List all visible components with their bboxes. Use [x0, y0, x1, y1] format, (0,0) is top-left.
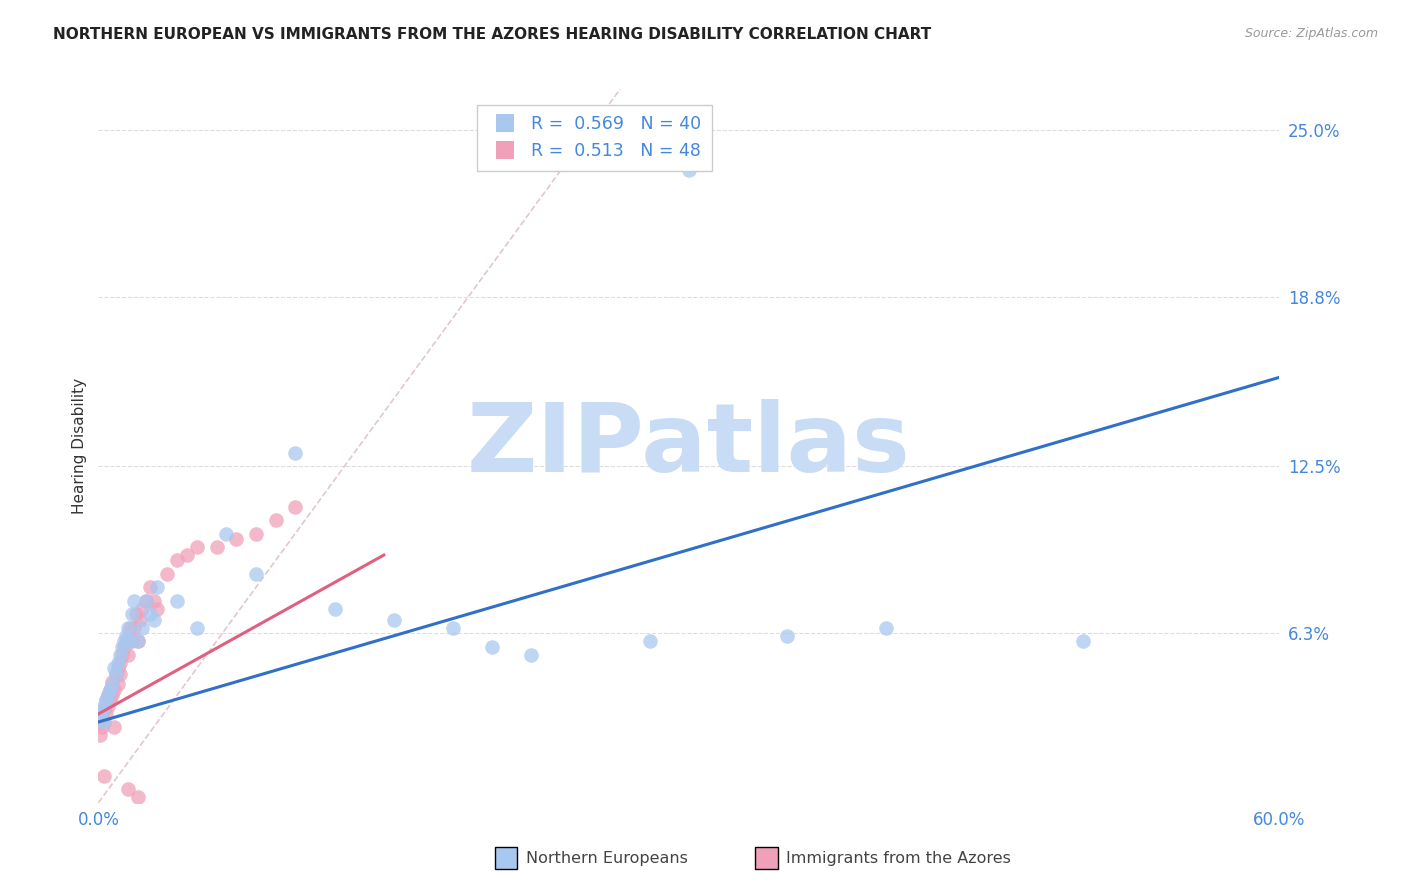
Point: [101, 688, 124, 702]
Point: [156, 566, 179, 581]
Point: [284, 500, 307, 514]
Point: [117, 648, 139, 662]
Point: [382, 613, 405, 627]
Point: [101, 674, 124, 689]
Point: [101, 677, 124, 691]
Point: [97, 698, 120, 713]
Point: [96, 693, 118, 707]
Point: [323, 602, 346, 616]
Point: [135, 594, 157, 608]
Point: [108, 648, 131, 662]
Point: [441, 621, 464, 635]
Legend: R =  0.569   N = 40, R =  0.513   N = 48: R = 0.569 N = 40, R = 0.513 N = 48: [477, 105, 711, 170]
Point: [112, 634, 135, 648]
Point: [215, 526, 238, 541]
Point: [105, 666, 128, 681]
Point: [93, 714, 115, 729]
Point: [176, 548, 198, 562]
Point: [135, 594, 157, 608]
Point: [638, 634, 661, 648]
Point: [264, 513, 287, 527]
Point: [103, 661, 125, 675]
Point: [284, 446, 307, 460]
Point: [93, 698, 115, 713]
Point: [146, 580, 169, 594]
Point: [121, 634, 143, 648]
Point: [91, 704, 114, 718]
Point: [875, 621, 897, 635]
Point: [205, 540, 228, 554]
Point: [118, 634, 141, 648]
Point: [146, 602, 169, 616]
Point: [138, 580, 160, 594]
Point: [122, 621, 145, 635]
Point: [91, 720, 114, 734]
Point: [678, 163, 700, 178]
Point: [245, 566, 267, 581]
Point: [107, 661, 129, 675]
Point: [127, 790, 149, 805]
Point: [142, 594, 165, 608]
Point: [93, 701, 115, 715]
Point: [89, 729, 111, 743]
Point: [131, 621, 153, 635]
Point: [186, 540, 208, 554]
Point: [112, 640, 135, 654]
Point: [131, 602, 153, 616]
Point: [97, 688, 120, 702]
Point: [520, 648, 543, 662]
Point: [105, 666, 128, 681]
Point: [128, 613, 150, 627]
Point: [93, 714, 115, 729]
Point: [1071, 634, 1094, 648]
Point: [245, 526, 267, 541]
Point: [122, 594, 145, 608]
Text: Northern Europeans: Northern Europeans: [526, 851, 688, 865]
Point: [481, 640, 503, 654]
Point: [107, 656, 129, 670]
Point: [97, 688, 120, 702]
Text: Source: ZipAtlas.com: Source: ZipAtlas.com: [1244, 27, 1378, 40]
Point: [96, 693, 118, 707]
Point: [89, 714, 111, 729]
Point: [115, 634, 138, 648]
Point: [186, 621, 208, 635]
Point: [142, 613, 165, 627]
Point: [121, 607, 143, 622]
Point: [776, 629, 799, 643]
Point: [96, 706, 118, 721]
Point: [98, 682, 121, 697]
Text: Immigrants from the Azores: Immigrants from the Azores: [786, 851, 1011, 865]
Y-axis label: Hearing Disability: Hearing Disability: [72, 378, 87, 514]
Point: [107, 677, 129, 691]
Text: NORTHERN EUROPEAN VS IMMIGRANTS FROM THE AZORES HEARING DISABILITY CORRELATION C: NORTHERN EUROPEAN VS IMMIGRANTS FROM THE…: [53, 27, 932, 42]
Point: [166, 594, 188, 608]
Point: [138, 607, 160, 622]
Point: [115, 629, 138, 643]
Point: [108, 666, 131, 681]
Point: [111, 648, 134, 662]
Point: [98, 693, 121, 707]
Point: [108, 656, 131, 670]
Point: [127, 634, 149, 648]
Point: [91, 709, 114, 723]
Point: [118, 621, 141, 635]
Point: [111, 640, 134, 654]
Point: [166, 553, 188, 567]
Point: [103, 720, 125, 734]
Point: [103, 682, 125, 697]
Point: [225, 532, 247, 546]
Point: [89, 709, 111, 723]
Point: [117, 782, 139, 797]
Point: [127, 634, 149, 648]
Point: [93, 769, 115, 783]
Point: [125, 607, 148, 622]
Point: [98, 682, 121, 697]
Text: ZIPatlas: ZIPatlas: [467, 400, 911, 492]
Point: [117, 621, 139, 635]
